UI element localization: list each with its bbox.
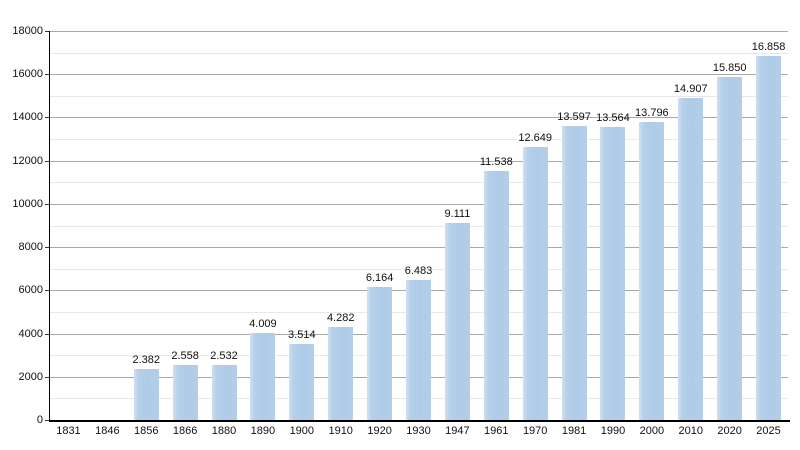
x-tick-label-1970: 1970: [522, 425, 548, 437]
x-tick-label-1846: 1846: [95, 425, 120, 437]
y-tick-label-6000: 6000: [18, 284, 43, 297]
gridline-minor: [49, 52, 788, 54]
bar-value-label-1981: 13.597: [557, 111, 591, 124]
bar-2020: [717, 77, 743, 420]
y-tick-label-10000: 10000: [12, 197, 43, 210]
bar-1866: [172, 364, 198, 420]
bar-value-label-1970: 12.649: [518, 131, 552, 144]
x-tick-label-1831: 1831: [56, 425, 81, 437]
bar-2000: [639, 121, 665, 420]
bar-value-label-1910: 4.282: [326, 312, 355, 325]
x-axis: [49, 420, 790, 422]
y-tick-label-14000: 14000: [12, 111, 43, 124]
x-tick-label-1920: 1920: [367, 425, 392, 437]
x-tick-label-1981: 1981: [561, 425, 587, 437]
bar-2010: [678, 97, 704, 420]
gridline-major: [49, 203, 788, 205]
bar-value-label-1920: 6.164: [365, 271, 394, 284]
bar-1990: [600, 126, 626, 420]
y-axis-tick: [45, 333, 49, 335]
y-axis-tick: [45, 160, 49, 162]
gridline-minor: [49, 182, 788, 184]
bar-value-label-1880: 2.532: [210, 350, 238, 363]
x-tick-label-2025: 2025: [756, 425, 781, 437]
bar-value-label-1930: 6.483: [404, 264, 433, 277]
gridline-major: [49, 31, 788, 32]
y-axis-tick: [45, 420, 49, 421]
gridline-major: [49, 160, 788, 162]
x-tick-label-1880: 1880: [211, 425, 237, 437]
x-tick-label-1947: 1947: [445, 425, 470, 437]
x-tick-label-1890: 1890: [250, 425, 276, 437]
bar-value-label-1990: 13.564: [596, 111, 630, 124]
bar-2025: [756, 55, 782, 420]
gridline-minor: [49, 225, 788, 227]
bar-value-label-1856: 2.382: [132, 353, 160, 366]
gridline-minor: [49, 95, 788, 97]
bar-value-label-1900: 3.514: [288, 329, 316, 342]
bar-1970: [522, 146, 548, 420]
y-tick-label-8000: 8000: [18, 241, 43, 254]
x-tick-label-2000: 2000: [639, 425, 665, 437]
gridline-minor: [49, 268, 788, 270]
x-tick-label-1930: 1930: [406, 425, 431, 437]
gridline-major: [49, 117, 788, 119]
x-tick-label-1866: 1866: [172, 425, 198, 437]
x-tick-label-1910: 1910: [328, 425, 353, 437]
bar-value-label-1947: 9.111: [444, 208, 471, 221]
x-tick-label-1856: 1856: [133, 425, 159, 437]
bar-value-label-1890: 4.009: [249, 318, 277, 331]
x-tick-label-2020: 2020: [717, 425, 742, 437]
bar-1890: [250, 333, 276, 420]
bar-1947: [444, 223, 470, 420]
y-tick-label-0: 0: [36, 414, 43, 426]
bar-1900: [289, 344, 315, 420]
x-tick-label-1961: 1961: [484, 425, 509, 437]
y-tick-label-16000: 16000: [12, 68, 43, 81]
bar-value-label-1866: 2.558: [171, 349, 199, 362]
bar-value-label-2025: 16.858: [751, 40, 786, 53]
bar-1930: [406, 279, 431, 420]
gridline-minor: [49, 139, 788, 141]
bar-1880: [211, 365, 237, 420]
bar-value-label-1961: 11.538: [479, 155, 513, 168]
gridline-major: [49, 247, 788, 249]
x-tick-label-2010: 2010: [678, 425, 703, 437]
y-tick-label-4000: 4000: [18, 327, 43, 340]
bar-1961: [483, 170, 509, 420]
gridline-major: [49, 74, 788, 76]
y-tick-label-18000: 18000: [12, 25, 43, 37]
bar-1856: [133, 368, 159, 420]
y-axis-tick: [45, 117, 49, 119]
y-tick-label-2000: 2000: [18, 370, 43, 383]
y-tick-label-12000: 12000: [12, 154, 43, 167]
bar-1920: [367, 286, 393, 420]
y-axis: [49, 31, 50, 420]
bar-1981: [561, 126, 587, 420]
bar-value-label-2000: 13.796: [635, 106, 669, 119]
x-tick-label-1900: 1900: [289, 425, 315, 437]
bar-value-label-2020: 15.850: [712, 62, 747, 75]
y-axis-tick: [45, 376, 49, 378]
bar-1910: [328, 327, 354, 420]
y-axis-tick: [45, 31, 49, 32]
x-tick-label-1990: 1990: [600, 425, 626, 437]
y-axis-tick: [45, 290, 49, 292]
y-axis-tick: [45, 74, 49, 76]
bar-value-label-2010: 14.907: [673, 82, 708, 95]
y-axis-tick: [45, 247, 49, 249]
y-axis-tick: [45, 203, 49, 205]
